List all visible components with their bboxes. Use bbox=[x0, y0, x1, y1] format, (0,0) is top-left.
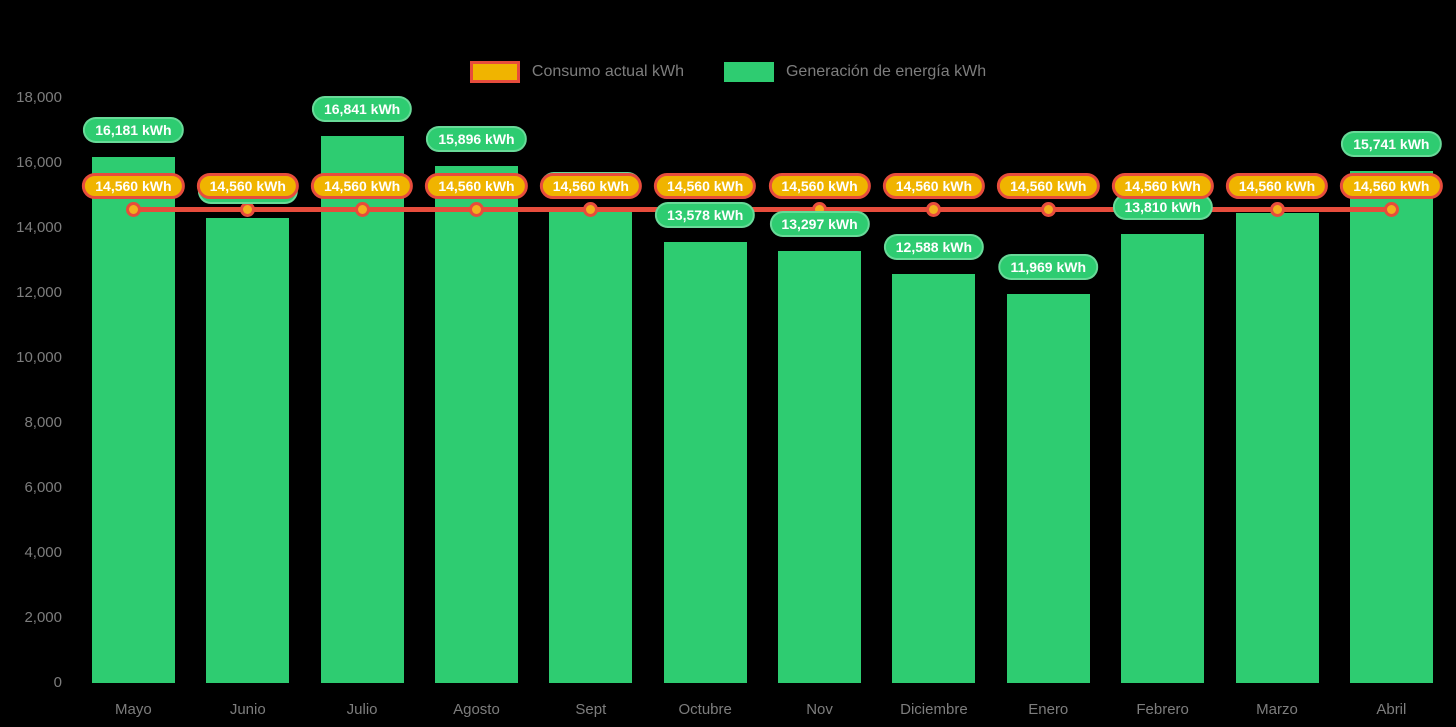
generation-value-pill: 16,181 kWh bbox=[83, 117, 184, 144]
x-axis-label-nov: Nov bbox=[806, 701, 833, 718]
generation-bar[interactable] bbox=[892, 273, 976, 683]
generation-bar[interactable] bbox=[1006, 294, 1090, 683]
generation-bar[interactable] bbox=[778, 250, 862, 683]
generation-bar[interactable] bbox=[206, 217, 290, 683]
x-axis-label-diciembre: Diciembre bbox=[900, 701, 968, 718]
y-axis-tick-label: 12,000 bbox=[16, 284, 62, 301]
x-axis-label-febrero: Febrero bbox=[1136, 701, 1189, 718]
y-axis-tick-label: 16,000 bbox=[16, 154, 62, 171]
consumption-point[interactable] bbox=[1269, 202, 1285, 218]
consumption-line bbox=[133, 207, 1392, 213]
consumption-value-pill: 14,560 kWh bbox=[1111, 172, 1214, 199]
consumption-value-pill: 14,560 kWh bbox=[1340, 172, 1443, 199]
generation-bar[interactable] bbox=[1235, 213, 1319, 683]
consumption-point[interactable] bbox=[926, 202, 942, 218]
legend-item-generation[interactable]: Generación de energía kWh bbox=[723, 62, 987, 82]
generation-bar[interactable] bbox=[1121, 234, 1205, 683]
x-axis-label-octubre: Octubre bbox=[678, 701, 732, 718]
consumption-value-pill: 14,560 kWh bbox=[196, 172, 299, 199]
generation-value-pill: 15,896 kWh bbox=[426, 126, 527, 153]
consumption-value-pill: 14,560 kWh bbox=[539, 172, 642, 199]
consumption-swatch-icon bbox=[469, 61, 520, 83]
y-axis-tick-label: 18,000 bbox=[16, 89, 62, 106]
generation-value-pill: 16,841 kWh bbox=[311, 95, 413, 122]
consumption-value-pill: 14,560 kWh bbox=[882, 172, 986, 199]
x-axis-label-enero: Enero bbox=[1028, 701, 1069, 718]
consumption-point[interactable] bbox=[583, 202, 599, 218]
consumption-value-pill: 14,560 kWh bbox=[425, 172, 528, 199]
generation-bar[interactable] bbox=[1349, 171, 1433, 683]
y-axis-tick-label: 14,000 bbox=[16, 219, 62, 236]
generation-value-pill: 15,741 kWh bbox=[1341, 131, 1442, 158]
y-axis-tick-label: 0 bbox=[53, 674, 62, 691]
consumption-value-pill: 14,560 kWh bbox=[997, 172, 1100, 199]
chart-legend: Consumo actual kWh Generación de energía… bbox=[0, 61, 1456, 83]
consumption-point[interactable] bbox=[354, 202, 370, 218]
y-axis-tick-label: 8,000 bbox=[24, 414, 62, 431]
x-axis-label-marzo: Marzo bbox=[1256, 701, 1298, 718]
x-axis-label-mayo: Mayo bbox=[115, 701, 152, 718]
consumption-value-pill: 14,560 kWh bbox=[82, 172, 185, 199]
x-axis-label-sept: Sept bbox=[575, 701, 607, 718]
generation-value-pill: 11,969 kWh bbox=[998, 254, 1099, 280]
y-axis-tick-label: 10,000 bbox=[16, 349, 62, 366]
x-axis-label-julio: Julio bbox=[346, 701, 378, 718]
y-axis-tick-label: 4,000 bbox=[24, 544, 62, 561]
legend-item-consumption[interactable]: Consumo actual kWh bbox=[469, 61, 684, 83]
legend-generation-label: Generación de energía kWh bbox=[785, 63, 987, 80]
consumption-point[interactable] bbox=[1040, 202, 1056, 218]
generation-bar[interactable] bbox=[663, 241, 747, 683]
generation-value-pill: 13,297 kWh bbox=[769, 210, 870, 237]
legend-consumption-label: Consumo actual kWh bbox=[531, 63, 684, 80]
consumption-value-pill: 14,560 kWh bbox=[1225, 172, 1329, 199]
generation-bar[interactable] bbox=[91, 157, 175, 683]
consumption-point[interactable] bbox=[468, 202, 484, 218]
consumption-value-pill: 14,560 kWh bbox=[654, 172, 757, 199]
generation-value-pill: 13,578 kWh bbox=[655, 201, 756, 228]
x-axis-label-junio: Junio bbox=[229, 701, 266, 718]
consumption-point[interactable] bbox=[1383, 202, 1399, 218]
consumption-point[interactable] bbox=[125, 202, 141, 218]
generation-bar[interactable] bbox=[549, 212, 633, 683]
generation-bar[interactable] bbox=[320, 135, 404, 683]
consumption-point[interactable] bbox=[240, 202, 256, 218]
y-axis-tick-label: 6,000 bbox=[24, 479, 62, 496]
generation-value-pill: 12,588 kWh bbox=[883, 233, 985, 260]
x-axis-label-agosto: Agosto bbox=[453, 701, 500, 718]
generation-bar[interactable] bbox=[434, 166, 518, 683]
consumption-value-pill: 14,560 kWh bbox=[310, 172, 414, 199]
x-axis-label-abril: Abril bbox=[1376, 701, 1407, 718]
generation-swatch-icon bbox=[723, 62, 774, 82]
y-axis-tick-label: 2,000 bbox=[24, 609, 62, 626]
consumption-value-pill: 14,560 kWh bbox=[768, 172, 871, 199]
